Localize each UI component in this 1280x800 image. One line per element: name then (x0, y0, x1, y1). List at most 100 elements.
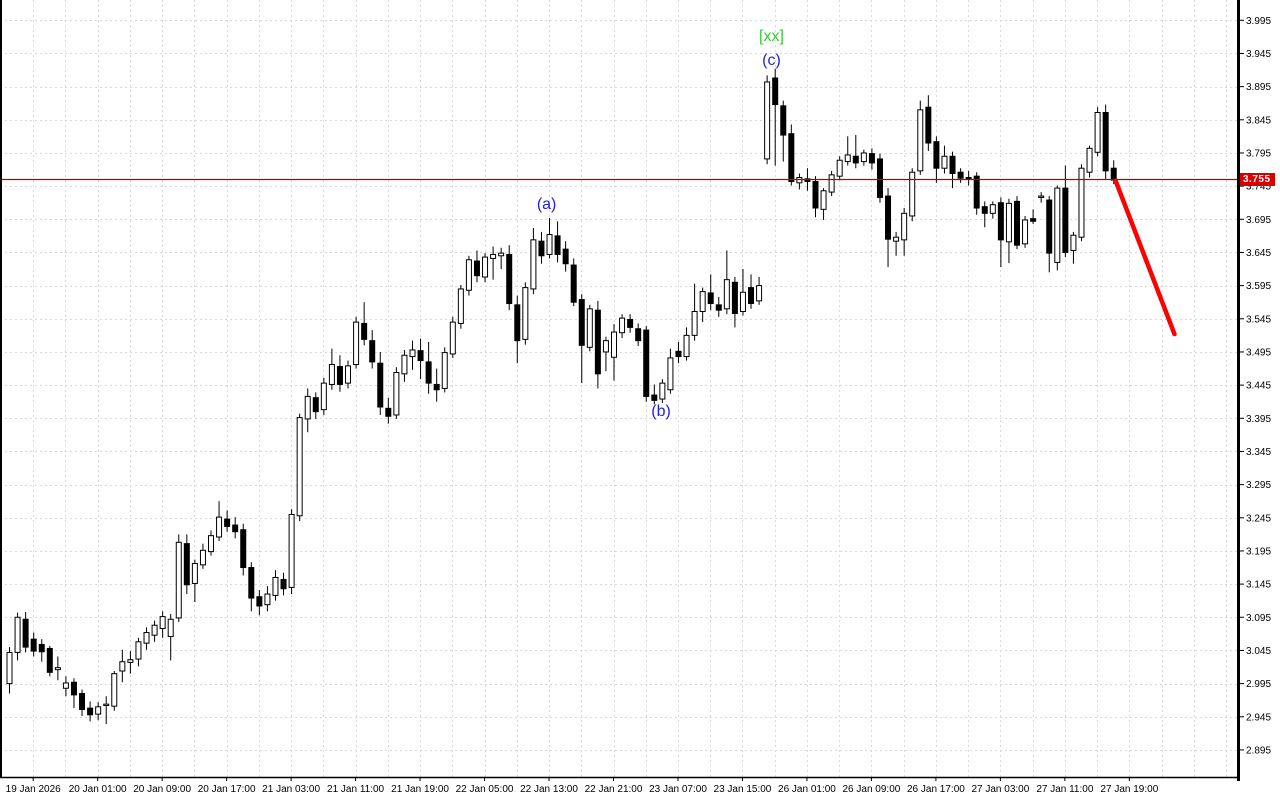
svg-text:3.595: 3.595 (1246, 281, 1271, 292)
candle (320, 377, 327, 415)
candle (38, 639, 45, 662)
candle (828, 170, 835, 197)
candle (530, 227, 537, 295)
candle (1086, 145, 1093, 178)
candle (522, 282, 529, 345)
candle (602, 336, 609, 372)
candle (409, 340, 416, 370)
candle (135, 637, 142, 667)
svg-text:3.845: 3.845 (1246, 115, 1271, 126)
candle (643, 326, 650, 402)
candle (167, 613, 174, 661)
wave-label-c[interactable]: (c) (762, 51, 781, 69)
wave-label-a[interactable]: (a) (536, 196, 557, 214)
svg-text:2.895: 2.895 (1246, 745, 1271, 756)
candle (852, 135, 859, 169)
candle (159, 611, 166, 638)
candle (949, 151, 956, 189)
candle (6, 647, 13, 694)
candle (22, 611, 29, 653)
candle (103, 696, 110, 725)
candle (369, 330, 376, 369)
candle (433, 368, 440, 402)
candle (232, 517, 239, 539)
svg-text:20 Jan 09:00: 20 Jan 09:00 (133, 784, 191, 795)
candle (127, 651, 134, 674)
axes-layer (0, 0, 1240, 781)
svg-text:23 Jan 07:00: 23 Jan 07:00 (649, 784, 707, 795)
svg-text:3.695: 3.695 (1246, 215, 1271, 226)
candle (208, 530, 214, 556)
trend-line[interactable] (1113, 178, 1177, 337)
svg-text:19 Jan 2026: 19 Jan 2026 (6, 784, 61, 795)
candle (457, 284, 464, 329)
candle (46, 645, 53, 677)
candle (538, 231, 545, 264)
svg-text:3.545: 3.545 (1246, 314, 1271, 325)
svg-text:21 Jan 03:00: 21 Jan 03:00 (262, 784, 320, 795)
candle (659, 379, 666, 404)
candle (756, 276, 763, 305)
candle (957, 168, 964, 183)
candle (723, 250, 730, 315)
candle (1062, 165, 1069, 258)
candle (748, 274, 755, 309)
candle (739, 269, 746, 316)
candle (111, 670, 118, 711)
svg-text:21 Jan 11:00: 21 Jan 11:00 (327, 784, 385, 795)
candle (667, 348, 674, 394)
candle (812, 176, 819, 218)
svg-text:26 Jan 17:00: 26 Jan 17:00 (907, 784, 965, 795)
svg-text:27 Jan 19:00: 27 Jan 19:00 (1100, 784, 1158, 795)
svg-text:3.145: 3.145 (1246, 580, 1271, 591)
svg-text:3.895: 3.895 (1246, 82, 1271, 93)
candles-layer (6, 68, 1117, 725)
candle (151, 620, 158, 642)
candle (1070, 231, 1077, 264)
candle (635, 323, 642, 346)
candle (619, 314, 626, 339)
candle (62, 676, 69, 697)
candle (578, 294, 585, 384)
candle (377, 351, 384, 415)
candle (893, 231, 900, 256)
candle (707, 274, 714, 311)
candle (191, 559, 198, 603)
candle (1054, 185, 1061, 271)
wave-label-b[interactable]: (b) (651, 403, 671, 421)
svg-text:22 Jan 21:00: 22 Jan 21:00 (585, 784, 643, 795)
candle (417, 338, 424, 380)
svg-text:26 Jan 01:00: 26 Jan 01:00 (778, 784, 836, 795)
wave-label-xx[interactable]: [xx] (759, 27, 784, 45)
candle (715, 296, 722, 317)
candle (973, 172, 980, 215)
candle (498, 247, 505, 270)
candle (1005, 198, 1012, 264)
svg-text:3.045: 3.045 (1246, 646, 1271, 657)
candle (594, 300, 601, 389)
svg-text:3.395: 3.395 (1246, 414, 1271, 425)
svg-text:3.445: 3.445 (1246, 381, 1271, 392)
candle (224, 510, 231, 532)
svg-text:20 Jan 01:00: 20 Jan 01:00 (69, 784, 127, 795)
time-axis[interactable]: 19 Jan 2026 20 Jan 01:00 20 Jan 09:00 20 Ja… (6, 777, 1159, 795)
candle (175, 534, 182, 622)
svg-text:27 Jan 03:00: 27 Jan 03:00 (971, 784, 1029, 795)
candle (586, 304, 593, 352)
candle (860, 149, 867, 166)
candle (691, 283, 698, 341)
candle (764, 75, 771, 165)
candle (240, 523, 247, 576)
candle (30, 632, 37, 657)
svg-text:3.245: 3.245 (1246, 513, 1271, 524)
grid-layer (0, 0, 1237, 777)
candle (119, 649, 126, 683)
svg-text:2.945: 2.945 (1246, 712, 1271, 723)
candle (901, 208, 908, 256)
candle (1046, 196, 1053, 273)
candle (272, 570, 279, 601)
candle (562, 241, 569, 272)
price-axis[interactable]: 3.995 3.945 3.895 3.845 3.795 3.745 3.695 3.645… (1240, 16, 1271, 757)
svg-text:3.195: 3.195 (1246, 546, 1271, 557)
